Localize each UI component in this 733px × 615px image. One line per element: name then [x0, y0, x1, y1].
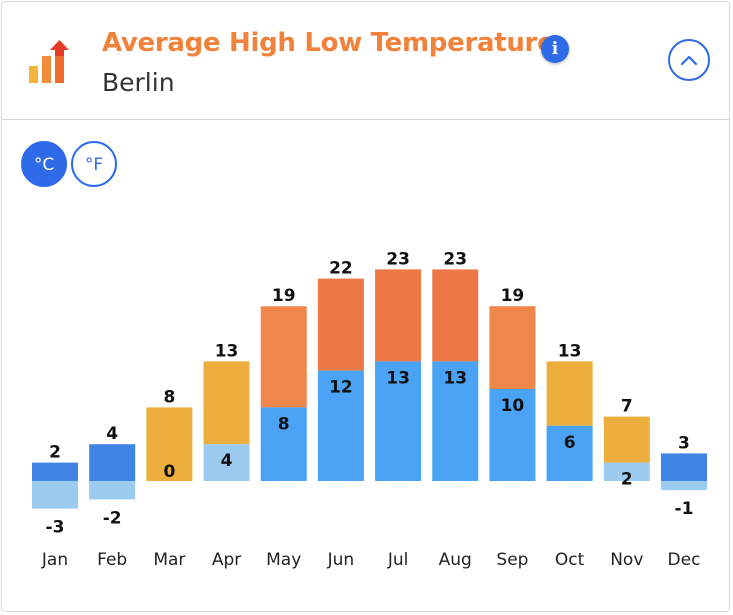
low-value-may: 8	[278, 414, 290, 434]
high-value-jul: 23	[386, 249, 410, 269]
month-label-aug: Aug	[439, 550, 472, 570]
high-value-aug: 23	[443, 249, 467, 269]
high-value-mar: 8	[163, 387, 175, 407]
month-label-jul: Jul	[387, 550, 409, 570]
high-value-sep: 19	[501, 286, 525, 306]
high-bar-apr	[203, 361, 250, 445]
month-label-apr: Apr	[212, 550, 241, 570]
high-value-dec: 3	[678, 433, 690, 453]
month-label-mar: Mar	[153, 550, 185, 570]
high-bar-aug	[432, 269, 479, 362]
low-value-dec: -1	[675, 499, 694, 519]
high-bar-feb	[89, 444, 136, 481]
low-bar-jan	[32, 481, 78, 509]
low-bar-sep	[489, 389, 536, 481]
collapse-button[interactable]	[668, 39, 710, 81]
month-label-jan: Jan	[41, 550, 68, 570]
low-bar-feb	[89, 481, 136, 500]
low-bar-jun	[317, 370, 364, 481]
high-bar-oct	[546, 361, 593, 426]
high-value-nov: 7	[621, 397, 633, 417]
high-bar-may	[260, 306, 307, 408]
city-name: Berlin	[102, 68, 175, 97]
high-bar-mar	[146, 407, 193, 481]
high-value-apr: 13	[215, 341, 239, 361]
info-icon[interactable]: i	[541, 35, 569, 63]
month-label-sep: Sep	[496, 550, 528, 570]
low-value-feb: -2	[103, 508, 122, 528]
high-value-jun: 22	[329, 259, 353, 279]
low-value-apr: 4	[221, 451, 233, 471]
high-bar-nov	[603, 416, 650, 463]
low-bar-apr	[203, 444, 250, 481]
low-bar-oct	[546, 425, 593, 481]
high-bar-dec	[660, 453, 707, 481]
low-value-nov: 2	[621, 470, 633, 490]
high-value-may: 19	[272, 286, 296, 306]
month-label-jun: Jun	[327, 550, 355, 570]
low-value-jan: -3	[46, 518, 65, 538]
month-label-dec: Dec	[668, 550, 701, 570]
high-bar-jun	[317, 278, 364, 371]
low-value-jul: 13	[386, 368, 410, 388]
month-label-may: May	[266, 550, 301, 570]
month-label-feb: Feb	[97, 550, 127, 570]
low-value-aug: 13	[443, 368, 467, 388]
high-bar-sep	[489, 306, 536, 389]
low-value-oct: 6	[564, 433, 576, 453]
chart-title: Average High Low Temperature	[102, 28, 555, 58]
high-bar-jan	[32, 462, 78, 481]
low-value-mar: 0	[163, 462, 175, 482]
fahrenheit-toggle[interactable]: °F	[71, 141, 117, 187]
low-bar-jul	[375, 361, 422, 481]
celsius-toggle[interactable]: °C	[21, 141, 67, 187]
high-bar-jul	[375, 269, 422, 362]
low-bar-dec	[660, 481, 707, 491]
low-bar-may	[260, 407, 307, 481]
low-bar-aug	[432, 361, 479, 481]
high-value-jan: 2	[49, 443, 61, 463]
temperature-chart-icon	[29, 40, 69, 83]
low-value-sep: 10	[501, 396, 525, 416]
low-value-jun: 12	[329, 378, 353, 398]
chevron-up-icon	[680, 55, 698, 66]
month-label-nov: Nov	[610, 550, 643, 570]
high-value-feb: 4	[106, 424, 118, 444]
month-label-oct: Oct	[555, 550, 585, 570]
card-header: Average High Low Temperature Berlin i	[2, 2, 729, 120]
low-bar-nov	[603, 462, 650, 481]
high-value-oct: 13	[558, 341, 582, 361]
